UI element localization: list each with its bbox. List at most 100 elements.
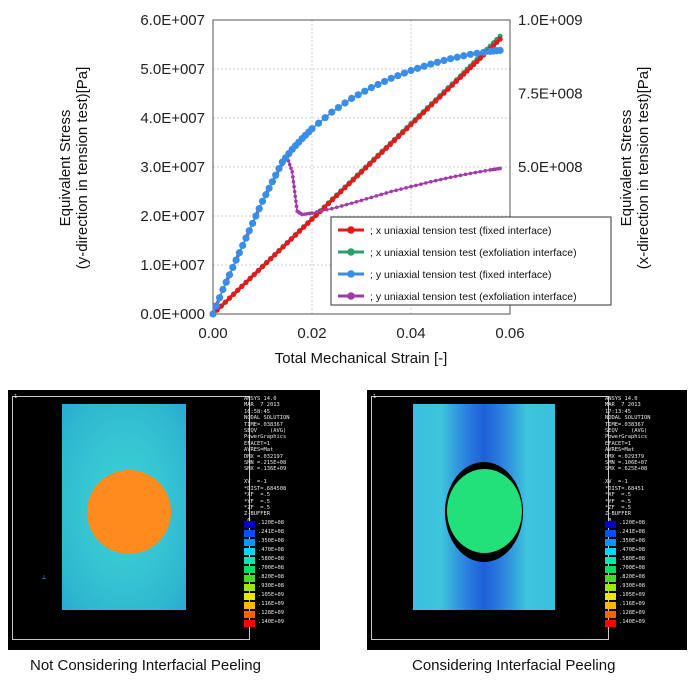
- data-point: [287, 162, 292, 167]
- scale-swatch: [605, 566, 616, 573]
- data-point: [293, 194, 298, 199]
- scale-value: .120E+08: [258, 520, 284, 526]
- data-point: [448, 175, 453, 180]
- data-point: [409, 184, 413, 189]
- data-point: [408, 122, 414, 128]
- data-point: [457, 74, 464, 80]
- ansys-info-text: ANSYS 14.0 MAR 7 2013 16:58:45 NODAL SOL…: [244, 396, 290, 524]
- data-point: [268, 256, 274, 262]
- data-point: [381, 77, 389, 86]
- scale-row: .241E+08: [605, 529, 657, 538]
- data-point: [258, 197, 267, 205]
- data-point: [420, 110, 426, 116]
- data-point: [264, 260, 270, 266]
- scale-value: .580E+08: [619, 556, 645, 562]
- data-point: [259, 264, 266, 270]
- data-point: [315, 119, 323, 127]
- data-point: [429, 102, 435, 108]
- data-point: [394, 72, 402, 80]
- data-point: [424, 106, 431, 112]
- data-point: [231, 291, 237, 297]
- data-point: [375, 153, 381, 159]
- left-tick-label: 6.0E+007: [140, 12, 205, 29]
- scale-value: .470E+08: [258, 547, 284, 553]
- data-point: [249, 219, 257, 227]
- data-point: [309, 216, 315, 222]
- data-point: [301, 224, 307, 230]
- data-point: [453, 78, 459, 84]
- data-point: [440, 56, 448, 65]
- scale-row: .120E+08: [244, 520, 296, 529]
- data-point: [305, 220, 311, 226]
- data-point: [239, 241, 247, 249]
- data-point: [310, 211, 314, 215]
- data-point: [369, 195, 374, 200]
- data-point: [330, 197, 336, 203]
- right-tick-label: 1.0E+009: [518, 12, 583, 29]
- data-point: [225, 271, 234, 279]
- data-point: [209, 310, 217, 318]
- data-point: [245, 227, 253, 235]
- scale-value: .700E+08: [619, 565, 645, 571]
- scale-row: .820E+08: [605, 574, 657, 583]
- data-point: [471, 61, 477, 68]
- data-point: [429, 179, 433, 184]
- left-tick-label: 5.0E+007: [140, 61, 205, 78]
- scale-swatch: [244, 539, 255, 546]
- left-axis-label-line1: Equivalent Stress: [57, 110, 74, 227]
- scale-swatch: [244, 557, 255, 564]
- data-point: [404, 126, 410, 132]
- data-point: [453, 53, 461, 61]
- series-1: [210, 36, 503, 317]
- data-point: [325, 207, 329, 212]
- data-point: [498, 166, 502, 171]
- scale-value: .241E+08: [619, 529, 645, 535]
- data-point: [478, 169, 483, 174]
- data-point: [364, 197, 369, 201]
- scale-row: .930E+08: [605, 583, 657, 592]
- inclusion-circle: [447, 469, 522, 553]
- viewport-frame: [371, 396, 609, 640]
- data-point: [466, 50, 474, 58]
- data-point: [407, 66, 415, 75]
- scale-row: .470E+08: [605, 547, 657, 556]
- data-point: [374, 194, 379, 198]
- data-point: [265, 184, 273, 192]
- right-axis-ticks: 5.0E+008 7.5E+008 1.0E+009: [518, 12, 583, 176]
- data-point: [480, 48, 488, 56]
- data-point: [391, 137, 398, 144]
- scale-value: .350E+08: [619, 538, 645, 544]
- data-point: [243, 279, 249, 286]
- data-point: [394, 188, 398, 193]
- scale-value: .241E+08: [258, 529, 284, 535]
- data-point: [361, 87, 369, 95]
- coordinate-triad-icon: ⟂: [42, 574, 47, 581]
- data-point: [379, 149, 385, 155]
- scale-swatch: [605, 539, 616, 546]
- data-point: [342, 185, 348, 191]
- data-point: [494, 39, 500, 45]
- data-point: [289, 166, 293, 171]
- data-point: [284, 240, 290, 246]
- scale-swatch: [244, 530, 255, 537]
- caption-peeling: Considering Interfacial Peeling: [412, 657, 616, 674]
- data-point: [235, 249, 243, 257]
- data-point: [235, 287, 241, 293]
- data-point: [255, 205, 263, 213]
- scale-row: .700E+08: [605, 565, 657, 574]
- data-point: [384, 191, 389, 195]
- scale-swatch: [244, 521, 255, 528]
- data-point: [354, 91, 362, 99]
- viewport-frame: [12, 396, 250, 640]
- data-point: [272, 171, 280, 179]
- scale-row: .116E+09: [605, 601, 657, 610]
- data-point: [427, 60, 435, 68]
- data-point: [389, 189, 394, 194]
- scale-swatch: [244, 602, 255, 609]
- data-point: [433, 58, 441, 66]
- scale-row: .350E+08: [605, 538, 657, 547]
- data-point: [358, 169, 365, 175]
- data-point: [374, 80, 382, 89]
- legend-label: ; y uniaxial tension test (exfoliation i…: [370, 291, 577, 303]
- scale-row: .930E+08: [244, 583, 296, 592]
